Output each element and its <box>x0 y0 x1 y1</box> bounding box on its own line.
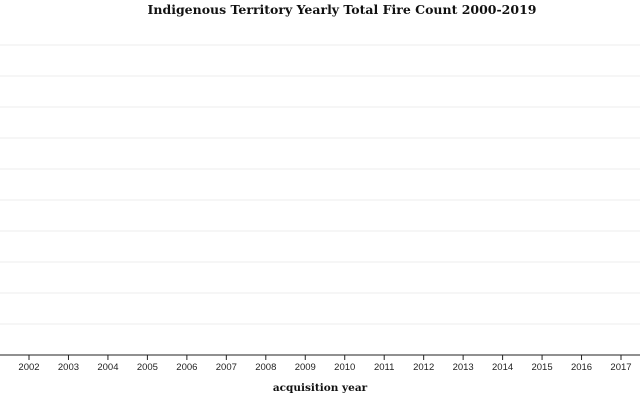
x-tick-label: 2017 <box>610 362 631 373</box>
x-tick-label: 2016 <box>571 362 592 373</box>
grid <box>0 44 640 325</box>
x-tick-label: 2004 <box>97 362 118 373</box>
x-axis-label: acquisition year <box>273 382 368 394</box>
x-tick-label: 2012 <box>413 362 434 373</box>
x-tick-label: 2011 <box>374 362 394 373</box>
chart-title: Indigenous Territory Yearly Total Fire C… <box>148 2 537 17</box>
x-tick-label: 2013 <box>453 362 474 373</box>
x-tick-label: 2014 <box>492 362 513 373</box>
x-tick-label: 2006 <box>176 362 197 373</box>
x-tick-label: 2009 <box>295 362 316 373</box>
x-ticks: 2002 2003 2004 2005 2006 2007 2008 2009 2010 2011… <box>18 355 632 373</box>
x-tick-label: 2008 <box>255 362 276 373</box>
x-tick-label: 2010 <box>334 362 355 373</box>
x-tick-label: 2003 <box>58 362 79 373</box>
x-tick-label: 2002 <box>18 362 39 373</box>
x-tick-label: 2005 <box>137 362 158 373</box>
x-tick-label: 2007 <box>216 362 237 373</box>
x-tick-label: 2015 <box>531 362 552 373</box>
